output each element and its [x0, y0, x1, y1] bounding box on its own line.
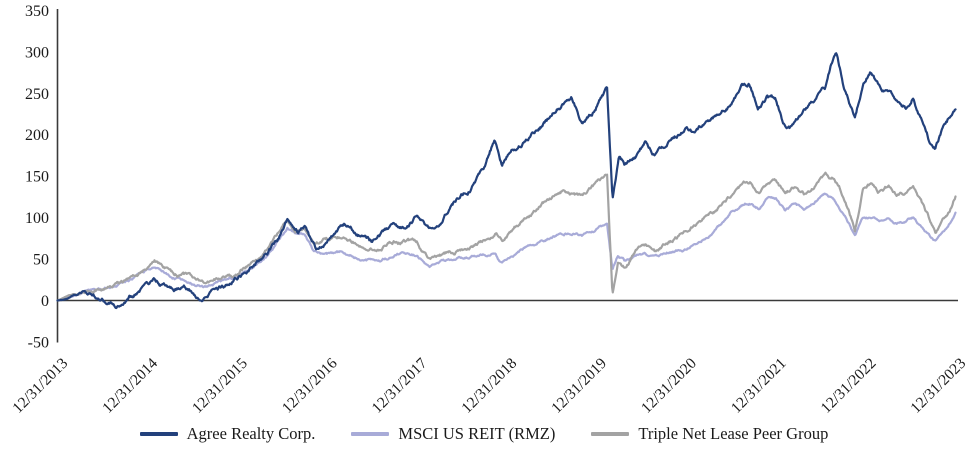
legend-item-agree-realty: Agree Realty Corp.: [139, 424, 316, 444]
series-line-agree-realty: [56, 52, 957, 310]
x-axis-tick-label: 12/31/2015: [189, 355, 251, 417]
x-axis-tick-label: 12/31/2018: [458, 355, 520, 417]
y-axis-tick-label: 0: [41, 293, 49, 310]
chart-legend: Agree Realty Corp. MSCI US REIT (RMZ) Tr…: [0, 424, 968, 444]
y-axis-tick-label: 150: [25, 169, 49, 186]
y-axis-tick-label: 200: [25, 127, 49, 144]
x-axis-tick-label: 12/31/2016: [279, 355, 341, 417]
x-axis-tick-label: 12/31/2019: [548, 355, 610, 417]
x-axis-tick-label: 12/31/2017: [369, 355, 431, 417]
total-return-line-chart: 350 300 250 200 150 100 50 0 -50 12/31/2013 12/31/…: [9, 3, 968, 417]
y-axis-tick-label: -50: [28, 334, 49, 351]
x-axis-tick-label: 12/31/2020: [638, 355, 700, 417]
legend-label-triple-net-lease: Triple Net Lease Peer Group: [638, 424, 829, 443]
legend-label-agree-realty: Agree Realty Corp.: [186, 424, 316, 443]
series-line-triple-net-lease: [56, 171, 957, 302]
x-axis-tick-label: 12/31/2013: [9, 355, 71, 417]
y-axis-tick-label: 350: [25, 3, 49, 20]
y-axis-tick-label: 300: [25, 44, 49, 61]
x-axis-tick-label: 12/31/2021: [728, 355, 790, 417]
legend-line-msci-us-reit-icon: [351, 432, 390, 436]
x-axis-tick-label: 12/31/2014: [99, 355, 161, 417]
y-axis-tick-label: 100: [25, 210, 49, 227]
legend-item-msci-us-reit: MSCI US REIT (RMZ): [351, 424, 555, 444]
y-axis-tick-label: 50: [33, 252, 49, 269]
legend-label-msci-us-reit: MSCI US REIT (RMZ): [398, 424, 556, 443]
y-axis-tick-label: 250: [25, 86, 49, 103]
chart-canvas: 350 300 250 200 150 100 50 0 -50 12/31/2013 12/31/…: [9, 3, 968, 417]
series-line-msci-us-reit: [56, 192, 957, 302]
legend-line-agree-realty-icon: [139, 432, 178, 436]
x-axis-tick-label: 12/31/2022: [818, 355, 880, 417]
legend-line-triple-net-lease-icon: [591, 432, 630, 436]
legend-item-triple-net-lease: Triple Net Lease Peer Group: [591, 424, 828, 444]
x-axis-tick-label: 12/31/2023: [907, 355, 968, 417]
